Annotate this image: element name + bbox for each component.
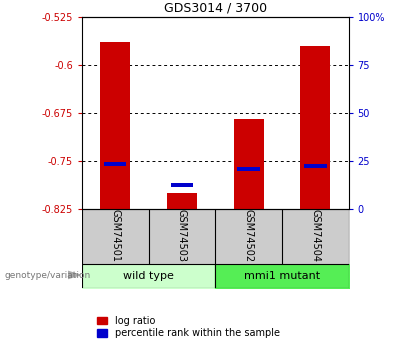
Legend: log ratio, percentile rank within the sample: log ratio, percentile rank within the sa…: [97, 316, 280, 338]
Text: GSM74504: GSM74504: [310, 209, 320, 262]
Bar: [237, 167, 260, 171]
Title: GDS3014 / 3700: GDS3014 / 3700: [164, 2, 267, 15]
Bar: [167, 193, 197, 209]
Bar: [171, 183, 193, 187]
Polygon shape: [68, 271, 80, 279]
Bar: [234, 119, 264, 209]
Text: genotype/variation: genotype/variation: [4, 272, 90, 280]
Bar: [304, 164, 326, 168]
Text: GSM74501: GSM74501: [110, 209, 120, 262]
Text: mmi1 mutant: mmi1 mutant: [244, 271, 320, 281]
Bar: [104, 162, 126, 166]
Text: GSM74502: GSM74502: [244, 209, 254, 262]
Bar: [300, 46, 330, 209]
Text: GSM74503: GSM74503: [177, 209, 187, 262]
Bar: [100, 41, 130, 209]
Text: wild type: wild type: [123, 271, 174, 281]
